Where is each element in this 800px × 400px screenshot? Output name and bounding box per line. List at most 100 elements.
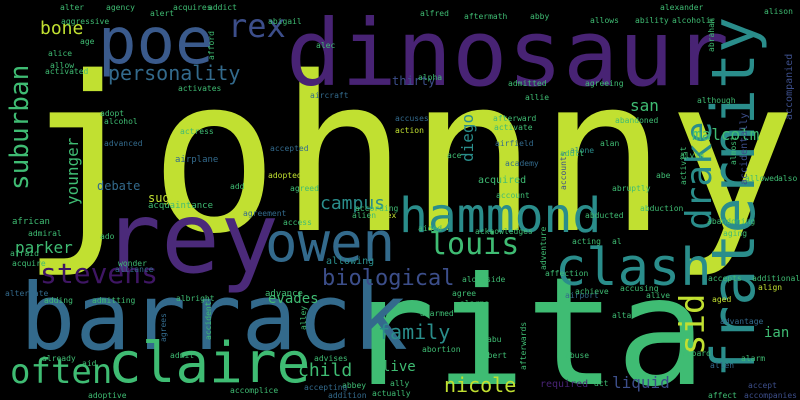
word-affection: affection [545, 269, 589, 278]
word-accusing: accusing [620, 284, 659, 293]
word-afterwards: afterwards [519, 321, 528, 370]
word-allowed: allowed [745, 174, 779, 183]
word-acquire: acquire [12, 259, 46, 268]
word-alert: alert [150, 9, 175, 18]
word-according: according [355, 204, 399, 213]
word-often: often [10, 352, 113, 392]
word-adding: adding [44, 296, 73, 305]
word-abigail: abigail [268, 17, 302, 26]
word-adopt: adopt [100, 109, 125, 118]
word-admitted: admitted [508, 79, 547, 88]
word-biological: biological [322, 266, 455, 291]
word-abruptly: abruptly [612, 184, 651, 193]
word-debate: debate [97, 179, 141, 193]
word-alec: alec [316, 41, 336, 50]
word-adventure: adventure [539, 226, 548, 270]
word-agreeing: agreeing [585, 79, 624, 88]
word-suburban: suburban [5, 64, 35, 190]
word-alone: alone [570, 146, 595, 155]
word-alfred: alfred [420, 9, 449, 18]
word-abducted: abducted [585, 211, 624, 220]
word-already: already [42, 354, 76, 363]
word-abe: abe [656, 171, 671, 180]
word-agree: agree [452, 289, 477, 298]
word-ally: ally [390, 379, 410, 388]
word-younger: younger [63, 137, 82, 205]
word-live: live [382, 359, 416, 375]
word-although: although [697, 96, 736, 105]
word-poe: poe [98, 5, 214, 79]
word-alive: alive [646, 291, 671, 300]
word-sugar: sugar [148, 191, 185, 205]
word-abuse: abuse [565, 351, 590, 360]
word-alongside: alongside [462, 275, 506, 284]
word-abandoned: abandoned [615, 116, 659, 125]
word-abu: abu [487, 335, 502, 344]
word-account: account [496, 191, 530, 200]
word-abby: abby [530, 12, 550, 21]
word-aging: aging [723, 229, 748, 238]
word-activated: activated [45, 67, 89, 76]
word-agrees: agrees [159, 313, 168, 342]
word-abbey: abbey [342, 381, 367, 390]
word-abandoning: abandoning [707, 217, 756, 226]
word-act: act [594, 379, 609, 388]
word-accompanied: accompanied [784, 53, 795, 120]
word-agreement: agreement [243, 209, 287, 218]
word-rey: rey [102, 182, 280, 296]
word-accident: accident [204, 301, 213, 340]
word-activates: activates [178, 84, 222, 93]
word-acquired: acquired [478, 175, 527, 186]
word-afraid: afraid [10, 249, 39, 258]
word-johnny: johnny [20, 30, 797, 281]
word-alexander: alexander [660, 3, 704, 12]
word-agency: agency [106, 3, 135, 12]
word-aggressive: aggressive [61, 17, 110, 26]
word-diego: diego [458, 113, 477, 162]
word-aftermath: aftermath [464, 12, 508, 21]
word-accepting: accepting [304, 383, 348, 392]
word-albert: albert [478, 351, 507, 360]
word-abortion: abortion [422, 345, 461, 354]
word-advance: advance [265, 289, 303, 299]
word-afterward: afterward [493, 114, 537, 123]
word-allow: allow [50, 61, 75, 70]
word-alan: alan [600, 139, 620, 148]
word-ian: ian [764, 325, 790, 341]
word-advantage: advantage [720, 317, 764, 326]
word-alpha: alpha [418, 73, 443, 82]
word-acquires: acquires [173, 3, 212, 12]
word-alarmed: alarmed [420, 309, 454, 318]
word-alien: alien [352, 211, 377, 220]
word-aircraft: aircraft [310, 91, 349, 100]
word-campus: campus [320, 193, 386, 214]
word-abraham: abraham [707, 18, 716, 52]
word-clash: clash [555, 238, 712, 298]
word-additional: additional [752, 274, 800, 283]
word-accuses: accuses [395, 114, 429, 123]
word-admitting: admitting [92, 296, 136, 305]
word-alliance: alliance [115, 265, 154, 274]
word-allows: allows [590, 16, 619, 25]
word-malcolm: malcolm [692, 125, 760, 144]
word-personality: personality [108, 61, 241, 85]
word-nicole: nicole [444, 373, 517, 397]
word-add: add [230, 182, 245, 191]
word-airport: airport [565, 291, 599, 300]
word-al: al [612, 237, 622, 246]
word-alarm: alarm [741, 354, 766, 363]
word-sid: sid [673, 293, 713, 355]
word-advises: advises [314, 354, 348, 363]
word-activist: activist [679, 146, 688, 185]
word-allen: allen [710, 361, 735, 370]
word-altar: altar [612, 311, 637, 320]
word-aid: aid [82, 359, 97, 368]
word-claire: claire [108, 331, 311, 396]
word-acknowledges: acknowledges [475, 227, 533, 236]
word-alex: alex [377, 211, 397, 220]
word-admiral: admiral [28, 229, 62, 238]
word-age: age [80, 37, 95, 46]
word-alter: alter [60, 3, 85, 12]
word-alison: alison [764, 7, 793, 16]
word-adopted: adopted [268, 171, 302, 180]
